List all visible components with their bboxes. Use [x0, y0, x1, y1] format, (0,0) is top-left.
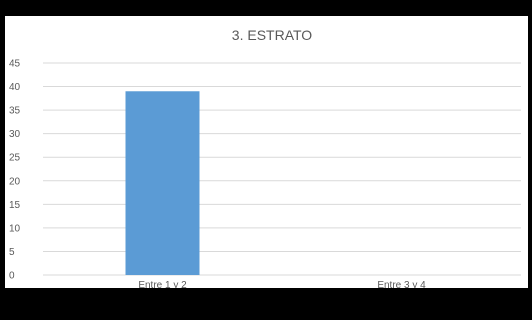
y-tick-label: 25 [9, 153, 21, 164]
chart-title: 3. ESTRATO [232, 27, 313, 43]
y-tick-label: 5 [9, 247, 15, 258]
y-tick-label: 45 [9, 59, 21, 70]
y-tick-label: 30 [9, 129, 21, 140]
y-tick-label: 35 [9, 106, 21, 117]
x-tick-label: Entre 1 y 2 [138, 280, 187, 288]
x-axis-ticks: Entre 1 y 2 Entre 3 y 4 [138, 280, 426, 288]
chart-frame: 3. ESTRATO 0 5 10 15 20 25 30 35 40 45 Entre 1 y … [5, 16, 528, 288]
y-tick-label: 20 [9, 176, 21, 187]
bars [125, 91, 200, 276]
y-tick-label: 15 [9, 200, 21, 211]
y-tick-label: 40 [9, 82, 21, 93]
bar-chart: 3. ESTRATO 0 5 10 15 20 25 30 35 40 45 Entre 1 y … [9, 27, 521, 288]
y-axis-ticks: 0 5 10 15 20 25 30 35 40 45 [9, 59, 21, 282]
y-tick-label: 0 [9, 271, 15, 282]
bar [125, 91, 200, 276]
gridlines [43, 62, 521, 276]
x-tick-label: Entre 3 y 4 [377, 280, 426, 288]
y-tick-label: 10 [9, 223, 21, 234]
